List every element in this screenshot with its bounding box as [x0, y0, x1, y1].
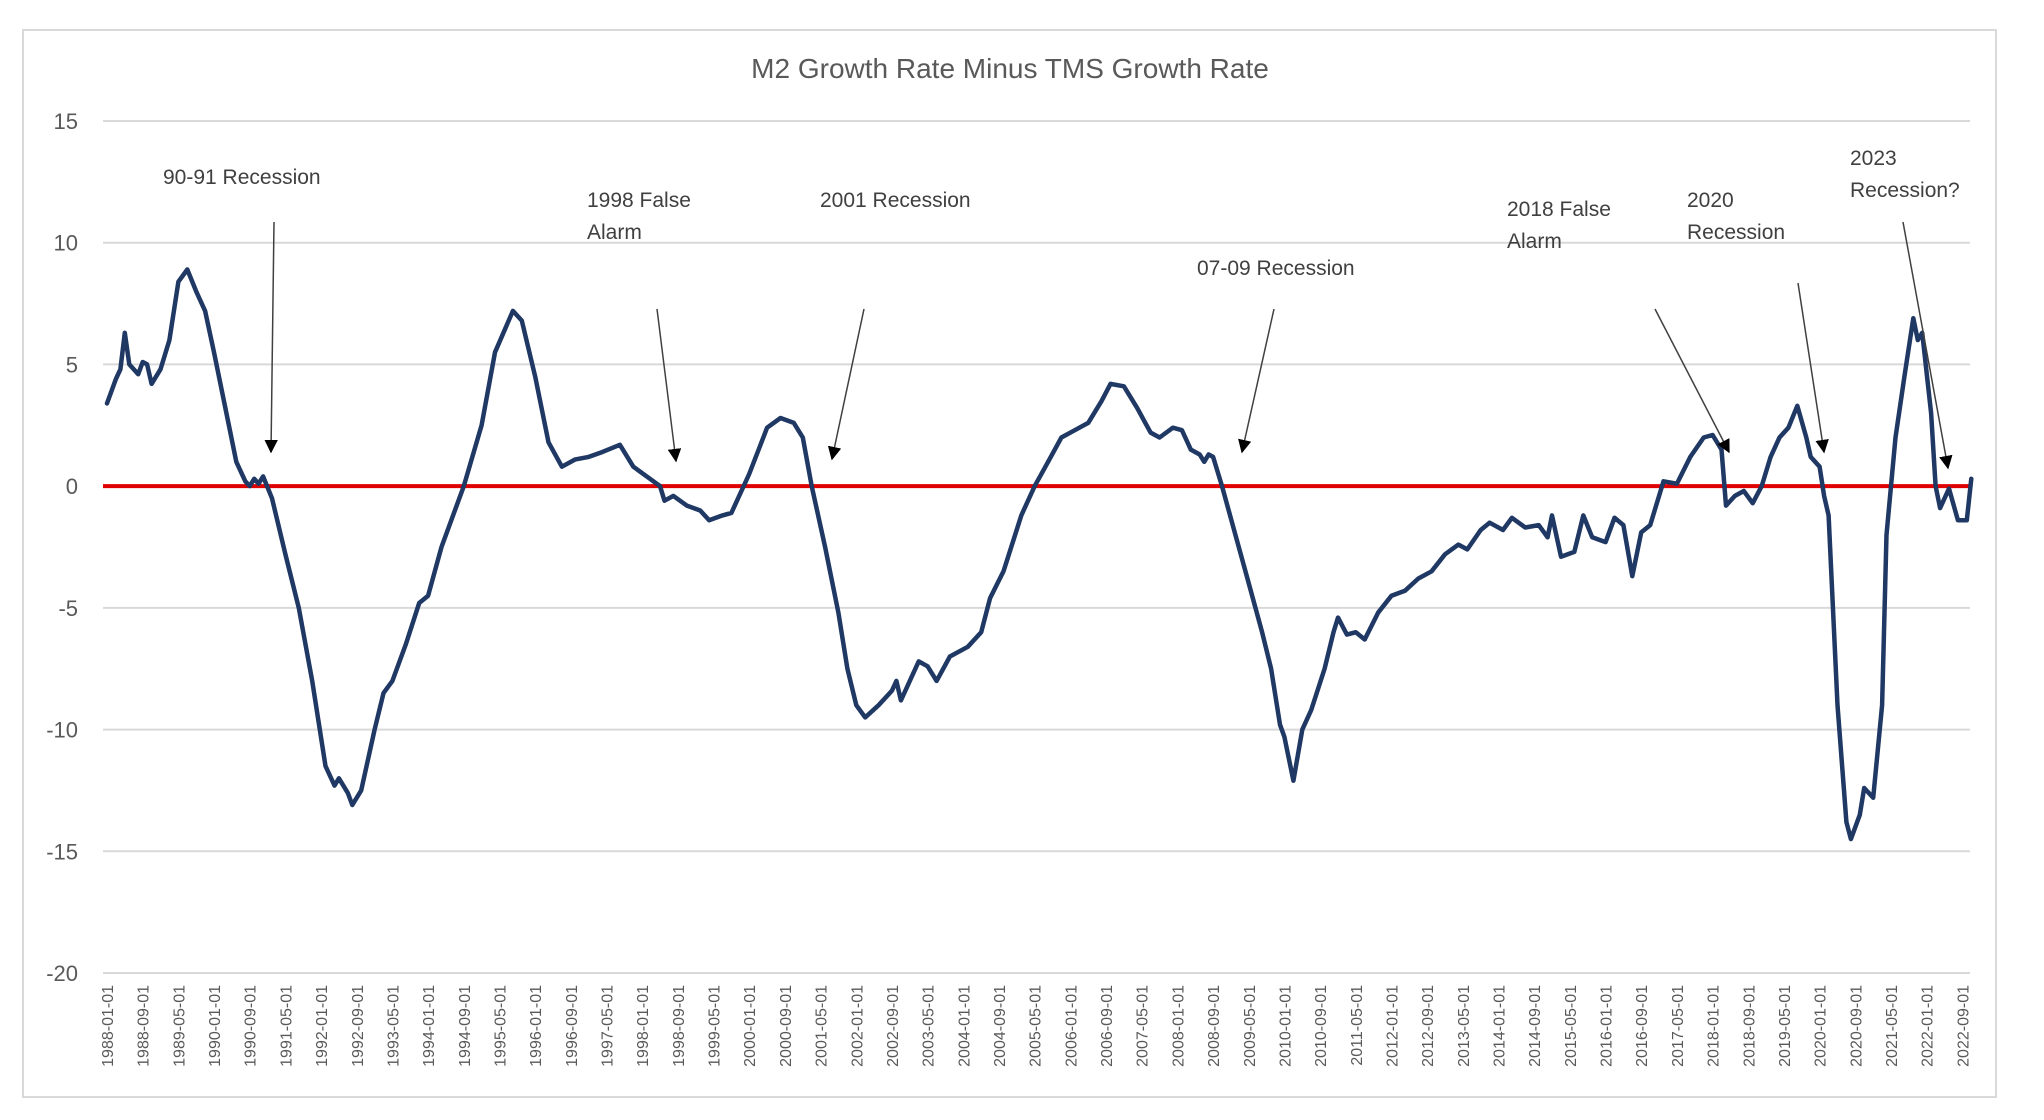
annotation: 2018 False Alarm	[1507, 198, 1730, 454]
x-tick-label: 2018-09-01	[1741, 985, 1758, 1067]
x-tick-label: 1995-05-01	[492, 985, 509, 1067]
x-tick-label: 2022-09-01	[1955, 985, 1972, 1067]
y-tick-label: 0	[66, 474, 78, 499]
annotation-arrow-icon	[827, 308, 865, 461]
x-tick-label: 2010-09-01	[1313, 985, 1330, 1067]
gridlines	[103, 120, 1970, 974]
x-tick-label: 1997-05-01	[600, 985, 617, 1067]
y-tick-label: -20	[46, 961, 78, 986]
x-tick-label: 2009-05-01	[1242, 985, 1259, 1067]
x-tick-label: 1994-09-01	[457, 985, 474, 1067]
x-tick-label: 1998-09-01	[671, 985, 688, 1067]
x-tick-label: 2002-01-01	[849, 985, 866, 1067]
x-tick-label: 2015-05-01	[1563, 985, 1580, 1067]
x-tick-label: 1994-01-01	[421, 985, 438, 1067]
x-tick-label: 1990-01-01	[207, 985, 224, 1067]
annotation-arrow-icon	[1238, 308, 1275, 454]
annotation-label: 2020 Recession	[1687, 189, 1785, 244]
annotation: 1998 False Alarm	[587, 189, 691, 463]
series-line	[104, 267, 1974, 842]
x-tick-label: 2005-05-01	[1028, 985, 1045, 1067]
x-tick-label: 2018-01-01	[1706, 985, 1723, 1067]
x-tick-label: 1996-09-01	[564, 985, 581, 1067]
x-tick-label: 2016-01-01	[1599, 985, 1616, 1067]
chart-frame	[22, 29, 1997, 1098]
y-tick-label: 15	[54, 109, 78, 134]
x-tick-label: 2001-05-01	[814, 985, 831, 1067]
x-tick-label: 1999-05-01	[707, 985, 724, 1067]
x-tick-label: 1993-05-01	[385, 985, 402, 1067]
annotation-label: 1998 False Alarm	[587, 189, 691, 244]
annotations: 90-91 Recession 1998 False Alarm 2001 Reces…	[163, 147, 1960, 470]
x-axis-tick-labels: 1988-01-01 1988-09-01 1989-05-01 1990-01-01…	[100, 985, 1972, 1067]
x-tick-label: 1992-01-01	[314, 985, 331, 1067]
x-tick-label: 2008-09-01	[1206, 985, 1223, 1067]
annotation-label: 2018 False Alarm	[1507, 198, 1611, 253]
x-tick-label: 2017-05-01	[1670, 985, 1687, 1067]
y-tick-label: -15	[46, 839, 78, 864]
y-tick-label: -10	[46, 718, 78, 743]
x-tick-label: 2014-01-01	[1492, 985, 1509, 1067]
x-tick-label: 2020-09-01	[1848, 985, 1865, 1067]
annotation-arrow-icon	[1902, 221, 1953, 470]
annotation: 07-09 Recession	[1197, 257, 1355, 454]
x-tick-label: 2004-01-01	[956, 985, 973, 1067]
x-tick-label: 2000-09-01	[778, 985, 795, 1067]
x-tick-label: 2016-09-01	[1634, 985, 1651, 1067]
x-tick-label: 2002-09-01	[885, 985, 902, 1067]
x-tick-label: 1989-05-01	[171, 985, 188, 1067]
x-tick-label: 1990-09-01	[243, 985, 260, 1067]
x-tick-label: 2012-09-01	[1420, 985, 1437, 1067]
x-tick-label: 2012-01-01	[1384, 985, 1401, 1067]
annotation-arrow-icon	[1654, 308, 1730, 454]
x-tick-label: 2019-05-01	[1777, 985, 1794, 1067]
x-tick-label: 2020-01-01	[1813, 985, 1830, 1067]
annotation-arrow-icon	[1797, 282, 1829, 454]
annotation-label: 90-91 Recession	[163, 166, 321, 189]
annotation-label: 2001 Recession	[820, 189, 971, 212]
y-axis-tick-labels: 15 10 5 0 -5 -10 -15 -20	[46, 109, 78, 986]
x-tick-label: 2022-01-01	[1920, 985, 1937, 1067]
x-tick-label: 2006-01-01	[1063, 985, 1080, 1067]
x-tick-label: 2014-09-01	[1527, 985, 1544, 1067]
x-tick-label: 2013-05-01	[1456, 985, 1473, 1067]
x-tick-label: 2007-05-01	[1135, 985, 1152, 1067]
annotation-arrow-icon	[656, 308, 682, 463]
x-tick-label: 2006-09-01	[1099, 985, 1116, 1067]
x-tick-label: 2008-01-01	[1170, 985, 1187, 1067]
x-tick-label: 2004-09-01	[992, 985, 1009, 1067]
x-tick-label: 1996-01-01	[528, 985, 545, 1067]
x-tick-label: 2000-01-01	[742, 985, 759, 1067]
annotation: 2001 Recession	[820, 189, 971, 461]
x-tick-label: 1988-09-01	[136, 985, 153, 1067]
x-tick-label: 1992-09-01	[350, 985, 367, 1067]
x-tick-label: 1998-01-01	[635, 985, 652, 1067]
annotation-label: 2023 Recession?	[1850, 147, 1960, 202]
annotation: 2020 Recession	[1687, 189, 1829, 454]
y-tick-label: -5	[58, 596, 78, 621]
annotation-arrow-icon	[264, 221, 278, 454]
y-tick-label: 10	[54, 231, 78, 256]
x-tick-label: 2003-05-01	[921, 985, 938, 1067]
annotation-label: 07-09 Recession	[1197, 257, 1355, 280]
annotation: 90-91 Recession	[163, 166, 321, 454]
y-tick-label: 5	[66, 352, 78, 377]
x-tick-label: 2010-01-01	[1277, 985, 1294, 1067]
x-tick-label: 1991-05-01	[278, 985, 295, 1067]
chart-title: M2 Growth Rate Minus TMS Growth Rate	[751, 53, 1269, 84]
x-tick-label: 1988-01-01	[100, 985, 117, 1067]
x-tick-label: 2011-05-01	[1349, 985, 1366, 1066]
x-tick-label: 2021-05-01	[1884, 985, 1901, 1067]
annotation: 2023 Recession?	[1850, 147, 1960, 470]
